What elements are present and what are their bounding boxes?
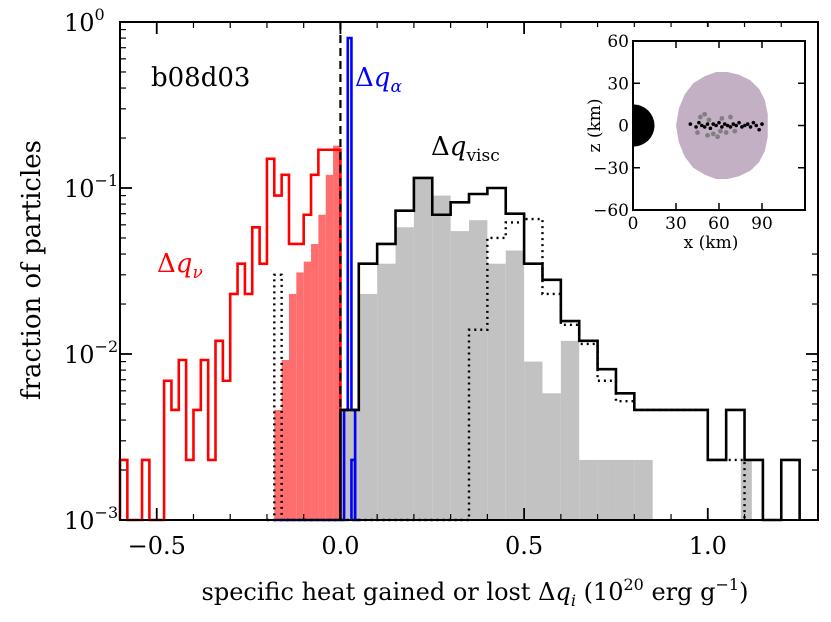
bar--q-filled-1 <box>281 360 289 520</box>
inset-panel: 0 30 60 90 60 30 0 −30 −60 x (km) z (km) <box>585 27 817 253</box>
inset-x-label: x (km) <box>684 233 739 253</box>
bar--qvisc-filled-2 <box>377 263 396 520</box>
x-axis-label: specific heat gained or lost Δqi (1020 e… <box>202 575 749 610</box>
y-tick-label: 100 <box>64 5 105 37</box>
tracer-particle <box>745 122 750 126</box>
tracer-particle <box>725 123 730 128</box>
y-tick-label: 10−2 <box>64 337 118 369</box>
bar--q-filled-7 <box>325 174 334 521</box>
tracer-particle <box>695 130 700 135</box>
bar--qvisc-filled-14 <box>597 459 616 520</box>
bar--qvisc-filled-9 <box>505 250 525 520</box>
tracer-particle <box>757 127 761 132</box>
bar--qvisc-filled-7 <box>469 220 488 520</box>
bar--q-filled-5 <box>311 243 319 521</box>
tracer-particle <box>728 125 733 129</box>
bar--qvisc-filled-6 <box>450 231 469 520</box>
inset-y-tick-label: 60 <box>607 32 629 52</box>
tracer-particle <box>711 122 716 126</box>
bar--qvisc-filled-1 <box>358 293 378 520</box>
label-delta-q-nu: Δqν <box>157 249 203 283</box>
tracer-particle <box>715 134 720 140</box>
bar--qvisc-filled-10 <box>524 361 543 520</box>
bar--qvisc-filled-16 <box>634 459 653 520</box>
series--qvisc <box>339 176 801 522</box>
tracer-particle <box>700 123 704 128</box>
tracer-particle <box>717 120 721 125</box>
tracer-particle <box>714 123 718 128</box>
black-hole <box>633 104 655 147</box>
series--q-band <box>350 458 357 520</box>
x-tick-label: 0.0 <box>321 532 359 560</box>
label-delta-q-visc: Δqvisc <box>431 132 500 166</box>
tracer-particle <box>697 114 703 120</box>
tracer-particle <box>748 125 753 129</box>
inset-y-tick-label: 0 <box>618 117 629 137</box>
bar--qvisc-filled-3 <box>395 227 414 521</box>
tracer-particle <box>702 111 708 117</box>
inset-x-tick-label: 90 <box>751 214 773 234</box>
tracer-particle <box>740 125 744 129</box>
tracer-particle <box>719 116 725 121</box>
tracer-particle <box>723 130 729 135</box>
inset-x-tick-label: 60 <box>708 214 730 234</box>
x-tick-label: −0.5 <box>128 532 186 560</box>
tracer-particle <box>760 122 764 126</box>
y-tick-label: 10−1 <box>64 171 118 203</box>
inset-y-label: z (km) <box>585 98 605 152</box>
inset-y-tick-label: −60 <box>593 201 629 221</box>
tracer-particle <box>706 117 712 123</box>
tracer-particle <box>720 125 724 129</box>
bar--qvisc-filled-tail-0 <box>740 459 752 520</box>
tracer-particle <box>694 125 698 129</box>
bar--qvisc-filled-11 <box>542 393 561 520</box>
bar--q-filled-8 <box>333 145 341 521</box>
bar--q-filled-2 <box>288 293 297 520</box>
y-axis-label: fraction of particles <box>17 140 47 400</box>
bar--qvisc-filled-12 <box>560 340 580 520</box>
bar--q-filled-0 <box>274 409 282 520</box>
tracer-particle <box>708 126 713 131</box>
tracer-particle <box>718 128 723 134</box>
label-delta-q-alpha: Δqα <box>355 63 402 97</box>
inset-content <box>633 71 768 180</box>
axes-frame <box>119 21 819 521</box>
bar--q-filled-6 <box>318 214 326 521</box>
tracer-particle <box>737 120 741 125</box>
tracer-particle <box>731 122 736 126</box>
bar--qvisc-filled-15 <box>615 459 635 520</box>
inset-x-tick-label: 30 <box>665 214 687 234</box>
bar--q-filled-4 <box>303 261 312 520</box>
tracer-particle <box>754 123 759 128</box>
tracer-particle <box>710 131 716 137</box>
tracer-particle <box>728 114 733 120</box>
bar--qvisc-filled-5 <box>432 195 451 520</box>
tracer-particle <box>732 128 738 134</box>
bar--q-filled-3 <box>296 272 304 520</box>
axes: −0.5 0.0 0.5 1.0 10−3 10−2 10−1 100 <box>64 5 819 560</box>
inset-x-tick-label: 0 <box>628 214 639 234</box>
bar--qvisc-filled-4 <box>413 177 433 520</box>
plot-area <box>118 22 801 522</box>
tracer-particle <box>702 125 707 129</box>
tracer-particle <box>697 120 701 125</box>
x-tick-label: 1.0 <box>689 532 727 560</box>
inset-y-tick-label: 30 <box>607 74 629 94</box>
tracer-particle <box>743 123 747 128</box>
tracer-particle <box>705 122 710 126</box>
tracer-particle <box>722 122 727 126</box>
bar--qvisc-filled-8 <box>487 263 506 520</box>
inset-y-tick-label: −30 <box>593 159 629 179</box>
x-tick-label: 0.5 <box>505 532 543 560</box>
tracer-particle <box>751 120 756 125</box>
bar--qvisc-filled-13 <box>579 459 598 520</box>
tracer-particle <box>705 132 710 138</box>
tracer-particle <box>734 123 738 128</box>
run-annotation: b08d03 <box>151 63 250 93</box>
series--qvisc-dotted <box>266 217 746 522</box>
y-tick-label: 10−3 <box>64 503 118 535</box>
tracer-particle <box>688 122 693 126</box>
